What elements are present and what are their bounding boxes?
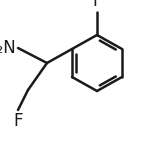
Text: H₂N: H₂N [0, 39, 16, 57]
Text: F: F [13, 112, 23, 130]
Text: F: F [92, 0, 102, 10]
